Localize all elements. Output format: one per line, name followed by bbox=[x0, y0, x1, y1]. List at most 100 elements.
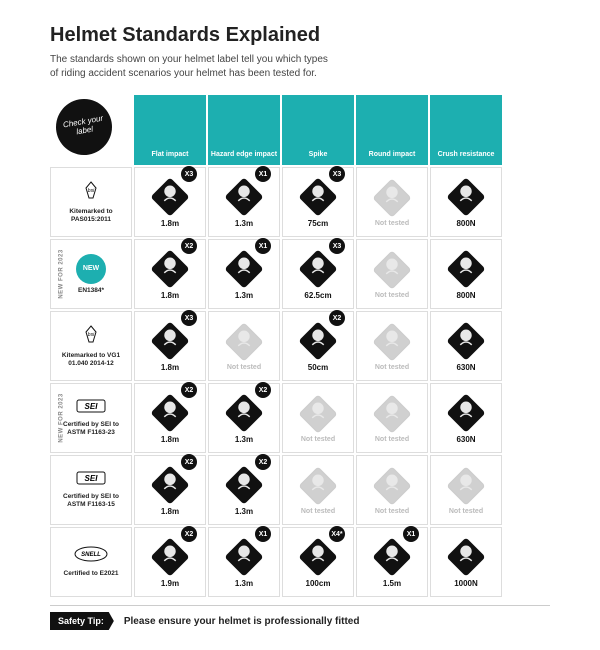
impact-icon bbox=[371, 536, 413, 578]
cell-value: 1000N bbox=[454, 579, 478, 588]
count-badge: X2 bbox=[255, 454, 271, 470]
cell-value: Not tested bbox=[375, 292, 409, 299]
cell-value: Not tested bbox=[301, 508, 335, 515]
cell-1-spike: X3 62.5cm bbox=[282, 239, 354, 309]
impact-icon bbox=[445, 176, 487, 218]
impact-icon bbox=[297, 248, 339, 290]
impact-icon bbox=[149, 176, 191, 218]
cell-value: 1.3m bbox=[235, 435, 253, 444]
cell-3-crush: 630N bbox=[430, 383, 502, 453]
impact-icon bbox=[149, 464, 191, 506]
safety-tip: Safety Tip: Please ensure your helmet is… bbox=[50, 605, 550, 630]
impact-icon bbox=[297, 393, 339, 435]
cell-value: Not tested bbox=[449, 508, 483, 515]
count-badge: X2 bbox=[181, 454, 197, 470]
svg-text:SNELL: SNELL bbox=[81, 552, 101, 558]
col-header-hazard: ◣Hazard edge impact bbox=[208, 95, 280, 165]
standards-grid: Check your label⬇Flat impact◣Hazard edge… bbox=[50, 95, 550, 597]
cell-value: 1.9m bbox=[161, 579, 179, 588]
count-badge: X4* bbox=[329, 526, 345, 542]
cell-value: 75cm bbox=[308, 219, 328, 228]
cell-1-crush: 800N bbox=[430, 239, 502, 309]
count-badge: X1 bbox=[255, 526, 271, 542]
tip-badge: Safety Tip: bbox=[50, 612, 114, 630]
impact-icon bbox=[297, 320, 339, 362]
cell-4-flat: X21.8m bbox=[134, 455, 206, 525]
cell-value: 800N bbox=[456, 291, 475, 300]
svg-text:SEI: SEI bbox=[85, 402, 99, 411]
cell-5-hazard: X11.3m bbox=[208, 527, 280, 597]
count-badge: X2 bbox=[181, 382, 197, 398]
count-badge: X1 bbox=[403, 526, 419, 542]
impact-icon bbox=[445, 392, 487, 434]
cell-value: 1.8m bbox=[161, 363, 179, 372]
page-title: Helmet Standards Explained bbox=[50, 24, 550, 47]
standard-badge: SEI bbox=[76, 399, 106, 418]
cell-2-spike: X2 50cm bbox=[282, 311, 354, 381]
cell-0-hazard: X1 1.3m bbox=[208, 167, 280, 237]
cell-value: 62.5cm bbox=[304, 291, 331, 300]
cell-0-spike: X3 75cm bbox=[282, 167, 354, 237]
count-badge: X3 bbox=[329, 238, 345, 254]
cell-3-flat: X2 1.8m bbox=[134, 383, 206, 453]
row-label-3: NEW FOR 2023SEICertified by SEI to ASTM … bbox=[50, 383, 132, 453]
cell-value: Not tested bbox=[375, 220, 409, 227]
cell-value: 1.3m bbox=[235, 291, 253, 300]
cell-value: 1.8m bbox=[161, 435, 179, 444]
svg-text:bsi: bsi bbox=[88, 188, 95, 194]
impact-icon bbox=[297, 176, 339, 218]
cell-1-round: Not tested bbox=[356, 239, 428, 309]
cell-value: 630N bbox=[456, 435, 475, 444]
col-header-round: ●Round impact bbox=[356, 95, 428, 165]
cell-value: 1.8m bbox=[161, 291, 179, 300]
cell-value: Not tested bbox=[375, 436, 409, 443]
cell-3-hazard: X2 1.3m bbox=[208, 383, 280, 453]
cell-4-spike: Not tested bbox=[282, 455, 354, 525]
count-badge: X3 bbox=[329, 166, 345, 182]
impact-icon bbox=[297, 465, 339, 507]
cell-3-spike: Not tested bbox=[282, 383, 354, 453]
impact-icon bbox=[297, 536, 339, 578]
impact-icon bbox=[445, 465, 487, 507]
cell-value: 1.5m bbox=[383, 579, 401, 588]
cell-2-hazard: Not tested bbox=[208, 311, 280, 381]
count-badge: X1 bbox=[255, 238, 271, 254]
impact-icon bbox=[445, 320, 487, 362]
standard-badge: bsi bbox=[78, 324, 104, 349]
count-badge: X2 bbox=[329, 310, 345, 326]
impact-icon bbox=[371, 465, 413, 507]
impact-icon bbox=[149, 248, 191, 290]
cell-value: 100cm bbox=[306, 579, 331, 588]
row-label-0: bsiKitemarked to PAS015:2011 bbox=[50, 167, 132, 237]
cell-value: 800N bbox=[456, 219, 475, 228]
impact-icon bbox=[445, 536, 487, 578]
col-header-spike: ▼Spike bbox=[282, 95, 354, 165]
cell-5-spike: X4* 100cm bbox=[282, 527, 354, 597]
cell-value: 1.3m bbox=[235, 507, 253, 516]
page-subtitle: The standards shown on your helmet label… bbox=[50, 53, 330, 81]
count-badge: X2 bbox=[255, 382, 271, 398]
tip-text: Please ensure your helmet is professiona… bbox=[124, 616, 360, 627]
impact-icon bbox=[371, 177, 413, 219]
svg-text:bsi: bsi bbox=[88, 332, 95, 338]
cell-value: 50cm bbox=[308, 363, 328, 372]
impact-icon bbox=[223, 464, 265, 506]
impact-icon bbox=[445, 248, 487, 290]
svg-text:SEI: SEI bbox=[85, 474, 99, 483]
cell-5-round: X1 1.5m bbox=[356, 527, 428, 597]
row-label-4: SEICertified by SEI to ASTM F1163-15 bbox=[50, 455, 132, 525]
cell-value: 1.3m bbox=[235, 219, 253, 228]
count-badge: X1 bbox=[255, 166, 271, 182]
cell-0-round: Not tested bbox=[356, 167, 428, 237]
cell-5-flat: X21.9m bbox=[134, 527, 206, 597]
col-header-crush: ■Crush resistance bbox=[430, 95, 502, 165]
cell-0-flat: X31.8m bbox=[134, 167, 206, 237]
cell-1-hazard: X1 1.3m bbox=[208, 239, 280, 309]
cell-0-crush: 800N bbox=[430, 167, 502, 237]
cell-5-crush: 1000N bbox=[430, 527, 502, 597]
cell-value: Not tested bbox=[375, 364, 409, 371]
standard-badge: SEI bbox=[76, 471, 106, 490]
impact-icon bbox=[223, 321, 265, 363]
impact-icon bbox=[223, 536, 265, 578]
cell-2-flat: X31.8m bbox=[134, 311, 206, 381]
